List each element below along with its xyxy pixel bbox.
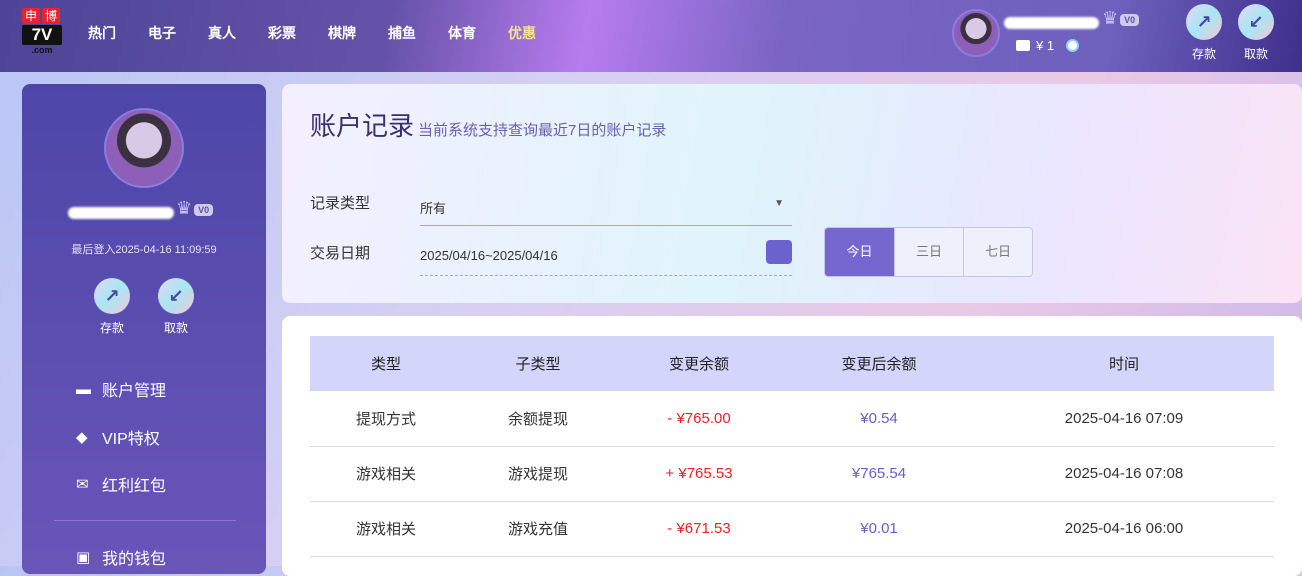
range-toggle: 今日 三日 七日 (824, 227, 1033, 277)
sidebar-item-wallet[interactable]: ▣ 我的钱包 (76, 545, 166, 569)
cell-balance: ¥0.01 (784, 501, 974, 557)
card-icon: ▬ (76, 380, 91, 398)
range-today[interactable]: 今日 (825, 228, 894, 276)
cell-type: 提现方式 (310, 391, 462, 447)
cell-change: + ¥765.53 (613, 446, 785, 502)
wallet-icon: ▣ (76, 549, 91, 566)
wallet-icon (1016, 40, 1030, 51)
col-subtype: 子类型 (461, 336, 614, 391)
sidebar-withdraw-button[interactable]: ↙ 取款 (158, 278, 194, 336)
nav-sports[interactable]: 体育 (448, 25, 476, 41)
col-balance: 变更后余额 (784, 336, 974, 391)
cell-change: - ¥765.00 (613, 391, 785, 447)
cell-change: - ¥671.53 (613, 501, 785, 557)
envelope-icon: ✉ (76, 476, 89, 493)
page-subtitle: 当前系统支持查询最近7日的账户记录 (418, 122, 667, 139)
table-row: 游戏相关 游戏充值 - ¥671.53 ¥0.01 2025-04-16 06:00 (310, 501, 1274, 557)
type-label: 记录类型 (310, 195, 371, 212)
top-bar: 申博 7V .com 热门 电子 真人 彩票 棋牌 捕鱼 体育 优惠 ♛ V0 ¥… (0, 0, 1302, 72)
balance: ¥ 1 (1036, 38, 1055, 53)
vip-badge: ♛ V0 (1102, 8, 1140, 28)
range-3days[interactable]: 三日 (894, 228, 963, 276)
chevron-down-icon: ▼ (774, 198, 784, 209)
withdraw-icon: ↙ (1238, 4, 1274, 40)
cell-type: 游戏相关 (310, 501, 462, 557)
deposit-label: 存款 (1191, 47, 1216, 61)
diamond-icon: ◆ (76, 429, 88, 446)
col-time: 时间 (974, 336, 1274, 391)
cell-type: 游戏相关 (310, 446, 462, 502)
main-nav: 热门 电子 真人 彩票 棋牌 捕鱼 体育 优惠 (88, 23, 568, 43)
filter-panel: 账户记录 当前系统支持查询最近7日的账户记录 记录类型 所有 ▼ 交易日期 202… (282, 84, 1302, 303)
vip-level: V0 (1120, 14, 1140, 26)
col-change: 变更余额 (613, 336, 785, 391)
date-range-input[interactable]: 2025/04/16~2025/04/16 (420, 236, 792, 276)
date-label: 交易日期 (310, 245, 371, 262)
sidebar-item-label: 红利红包 (102, 478, 167, 495)
vip-badge: ♛ V0 (176, 198, 214, 218)
withdraw-label: 取款 (163, 321, 188, 335)
crown-icon: ♛ (176, 198, 193, 218)
nav-lottery[interactable]: 彩票 (268, 25, 296, 41)
deposit-label: 存款 (99, 321, 124, 335)
sidebar-item-label: 账户管理 (102, 383, 167, 400)
sidebar-item-bonus[interactable]: ✉ 红利红包 (76, 472, 166, 496)
date-value: 2025/04/16~2025/04/16 (420, 248, 558, 263)
username-redacted (1004, 17, 1099, 29)
crown-icon: ♛ (1102, 8, 1119, 28)
type-select[interactable]: 所有 ▼ (420, 186, 792, 226)
cell-balance: ¥0.54 (784, 391, 974, 447)
deposit-icon: ↗ (94, 278, 130, 314)
logo[interactable]: 申博 7V .com (22, 8, 62, 56)
records-table-card: 类型 子类型 变更余额 变更后余额 时间 提现方式 余额提现 - ¥765.00 ¥0… (282, 316, 1302, 576)
nav-hot[interactable]: 热门 (88, 25, 116, 41)
table-row: 提现方式 余额提现 - ¥765.00 ¥0.54 2025-04-16 07:09 (310, 391, 1274, 447)
sidebar-item-account[interactable]: ▬ 账户管理 (76, 377, 166, 401)
cell-subtype: 余额提现 (461, 391, 614, 447)
refresh-icon[interactable] (1066, 39, 1080, 52)
sidebar-item-label: VIP特权 (102, 431, 160, 448)
nav-promo[interactable]: 优惠 (508, 25, 536, 41)
range-7days[interactable]: 七日 (963, 228, 1032, 276)
sidebar-item-vip[interactable]: ◆ VIP特权 (76, 425, 160, 449)
logo-char: 申 (22, 8, 40, 24)
deposit-icon: ↗ (1186, 4, 1222, 40)
cell-subtype: 游戏充值 (461, 501, 614, 557)
avatar[interactable] (952, 9, 1000, 57)
type-value: 所有 (420, 201, 447, 216)
cell-time: 2025-04-16 07:08 (974, 446, 1274, 502)
nav-fishing[interactable]: 捕鱼 (388, 25, 416, 41)
nav-live[interactable]: 真人 (208, 25, 236, 41)
sidebar: ♛ V0 最后登入2025-04-16 11:09:59 ↗ 存款 ↙ 取款 ▬ 账户管… (22, 84, 266, 574)
nav-cards[interactable]: 棋牌 (328, 25, 356, 41)
withdraw-label: 取款 (1243, 47, 1268, 61)
withdraw-button[interactable]: ↙ 取款 (1238, 4, 1274, 62)
sidebar-deposit-button[interactable]: ↗ 存款 (94, 278, 130, 336)
table-row: 游戏相关 游戏提现 + ¥765.53 ¥765.54 2025-04-16 07:08 (310, 446, 1274, 502)
calendar-icon[interactable] (766, 240, 792, 264)
withdraw-icon: ↙ (158, 278, 194, 314)
deposit-button[interactable]: ↗ 存款 (1186, 4, 1222, 62)
cell-subtype: 游戏提现 (461, 446, 614, 502)
logo-sub: .com (31, 45, 53, 55)
last-login: 最后登入2025-04-16 11:09:59 (71, 244, 217, 256)
profile-avatar (104, 108, 184, 188)
divider (54, 520, 236, 521)
logo-main: 7V (22, 25, 62, 45)
logo-char: 博 (42, 8, 60, 24)
nav-slots[interactable]: 电子 (148, 25, 176, 41)
records-table: 类型 子类型 变更余额 变更后余额 时间 提现方式 余额提现 - ¥765.00 ¥0… (310, 336, 1274, 557)
col-type: 类型 (310, 336, 462, 391)
vip-level: V0 (194, 204, 214, 216)
cell-balance: ¥765.54 (784, 446, 974, 502)
cell-time: 2025-04-16 07:09 (974, 391, 1274, 447)
cell-time: 2025-04-16 06:00 (974, 501, 1274, 557)
page-title: 账户记录 (310, 111, 415, 141)
sidebar-item-label: 我的钱包 (102, 551, 167, 568)
username-redacted (68, 207, 174, 219)
